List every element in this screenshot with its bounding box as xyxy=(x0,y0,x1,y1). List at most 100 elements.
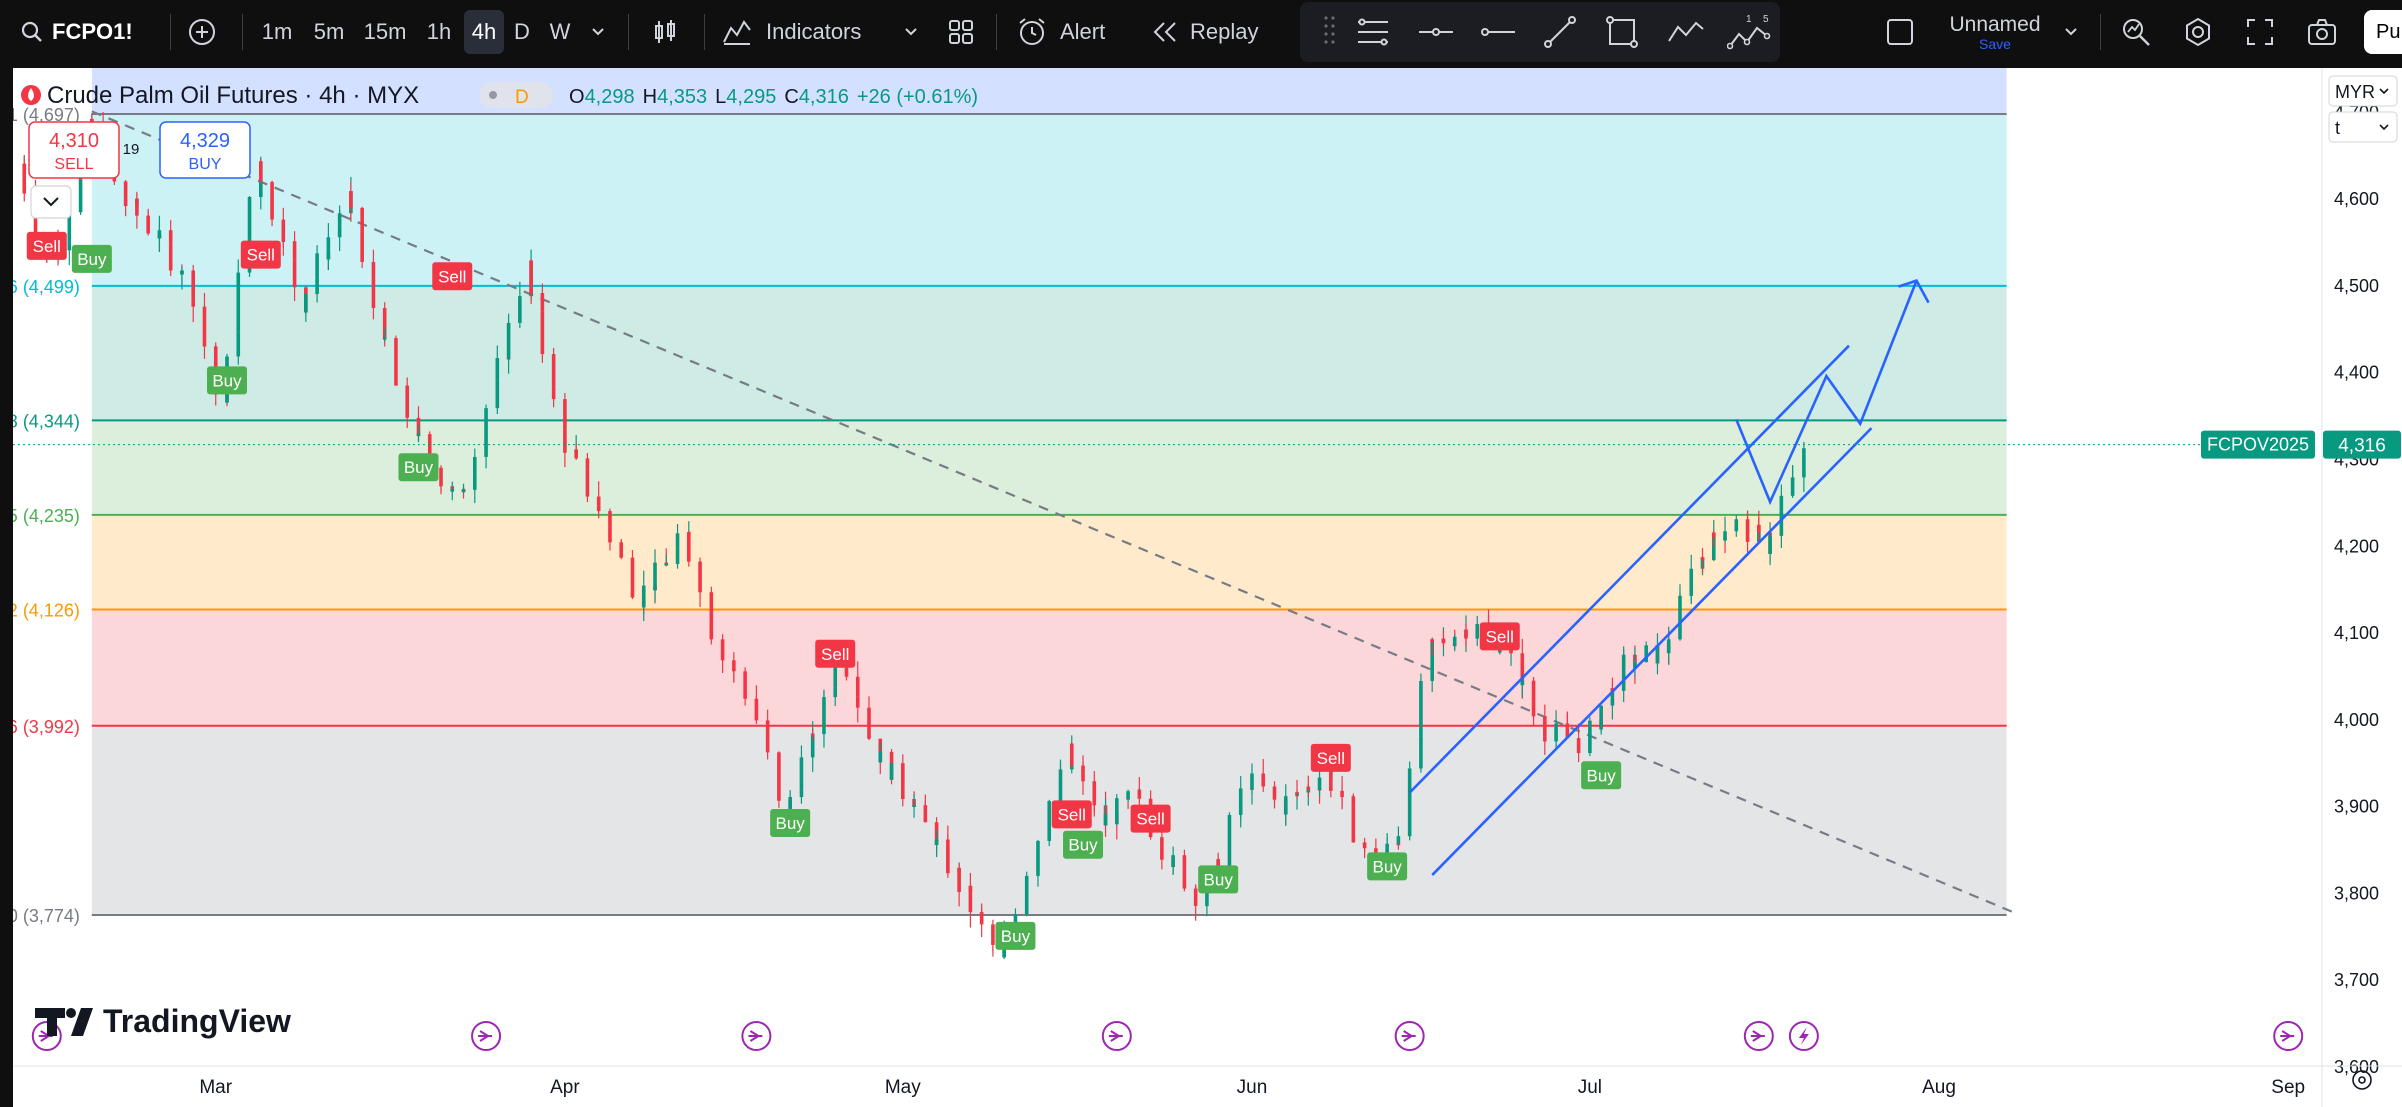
price-channel[interactable] xyxy=(1408,279,1930,876)
price-tick-label: 3,600 xyxy=(2334,1057,2379,1077)
candle xyxy=(551,378,556,408)
compare-symbol-button[interactable] xyxy=(180,10,224,54)
last-price-tag: FCPOV2025 4,316 xyxy=(13,430,2401,459)
candle xyxy=(946,833,950,878)
symbol-search-button[interactable]: FCPO1! xyxy=(12,10,142,54)
fib-zone-0 xyxy=(91,113,2007,286)
candle xyxy=(1227,812,1232,842)
rectangle-tool[interactable] xyxy=(1600,10,1644,54)
path-tool[interactable] xyxy=(1662,10,1710,54)
candle xyxy=(1464,623,1468,648)
event-marker-icon[interactable] xyxy=(1743,1021,1774,1051)
time-scale[interactable]: Mar Apr May Jun Jul Aug Sep xyxy=(13,1065,2402,1098)
fib-retracement-tool[interactable] xyxy=(1350,10,1396,54)
event-markers[interactable] xyxy=(31,1021,2304,1051)
legend-collapse-button[interactable] xyxy=(30,185,72,219)
indicators-dropdown[interactable] xyxy=(896,10,926,54)
chart-type-button[interactable] xyxy=(640,10,690,54)
candle xyxy=(1396,826,1401,847)
candle xyxy=(1295,779,1299,800)
candle xyxy=(1599,705,1603,735)
price-tick-label: 3,800 xyxy=(2334,883,2379,903)
layout-name-button[interactable]: Unnamed Save xyxy=(1930,10,2060,54)
fib-level-label-4: 382 (4,126) xyxy=(13,601,80,621)
signal-label: Buy xyxy=(1001,927,1031,946)
candle xyxy=(1441,630,1446,647)
price-tag-symbol-bg xyxy=(2201,430,2315,459)
candle xyxy=(878,741,883,763)
horizontal-ray-tool[interactable] xyxy=(1414,10,1458,54)
layout-checkbox[interactable] xyxy=(1880,10,1920,54)
fib-level-label-5: 236 (3,992) xyxy=(13,717,80,737)
h-value: 4,353 xyxy=(657,86,707,108)
event-marker-icon[interactable] xyxy=(1394,1021,1425,1051)
candle xyxy=(157,215,162,252)
save-label: Save xyxy=(1979,35,2011,52)
candle xyxy=(1452,633,1457,652)
timeframe-dropdown[interactable] xyxy=(582,10,614,54)
event-marker-icon[interactable] xyxy=(2273,1021,2304,1051)
alert-button[interactable]: Alert xyxy=(1016,10,1166,54)
screenshot-button[interactable] xyxy=(2300,10,2344,54)
timeframe-1h[interactable]: 1h xyxy=(426,19,452,44)
layout-dropdown[interactable] xyxy=(2056,10,2086,54)
fib-level-label-6: 0 (3,774) xyxy=(13,906,80,926)
replay-label: Replay xyxy=(1190,19,1259,44)
settings-button[interactable] xyxy=(2176,10,2220,54)
replay-button[interactable]: Replay xyxy=(1150,10,1280,54)
event-marker-icon[interactable] xyxy=(471,1021,502,1051)
segment-line-icon xyxy=(1481,28,1515,36)
candle xyxy=(168,239,173,277)
timeframe-1m[interactable]: 1m xyxy=(261,19,293,44)
candle xyxy=(450,481,455,501)
h-label: H xyxy=(643,86,657,108)
plus-circle-icon xyxy=(189,19,215,45)
price-tick-label: 4,100 xyxy=(2334,623,2379,643)
candle xyxy=(1250,763,1254,805)
candle xyxy=(518,281,522,324)
price-scale[interactable]: 4,7004,6004,5004,4004,3004,2004,1004,000… xyxy=(2321,68,2402,1107)
currency-selector[interactable]: MYR xyxy=(2328,75,2398,107)
price-chart[interactable]: 1 (4,697) 786 (4,499) 618 (4,344) 0.5 (4,23… xyxy=(13,68,2402,1107)
candle xyxy=(855,692,860,723)
signal-label: Sell xyxy=(1058,805,1086,824)
timeframe-w[interactable]: W xyxy=(549,19,571,44)
chart-area[interactable]: 1 (4,697) 786 (4,499) 618 (4,344) 0.5 (4,23… xyxy=(13,68,2402,1107)
candle xyxy=(236,259,241,335)
horizontal-segment-tool[interactable] xyxy=(1476,10,1520,54)
timeframe-d[interactable]: D xyxy=(514,19,530,44)
buy-signal-tag: Buy xyxy=(1063,830,1104,859)
publish-button[interactable]: Pu xyxy=(2364,10,2402,54)
trend-line-tool[interactable] xyxy=(1538,10,1582,54)
event-marker-icon[interactable] xyxy=(1101,1021,1132,1051)
candle xyxy=(563,423,567,468)
buy-signal-tag: Buy xyxy=(207,366,248,395)
channel-lower-line xyxy=(1431,427,1873,876)
fullscreen-button[interactable] xyxy=(2238,10,2282,54)
candle xyxy=(1193,885,1198,921)
time-settings-button[interactable] xyxy=(2352,1070,2372,1090)
event-marker-icon[interactable] xyxy=(741,1021,772,1051)
indicators-button[interactable]: Indicators xyxy=(722,10,912,54)
l-label: L xyxy=(715,86,726,108)
timeframe-4h[interactable]: 4h xyxy=(464,10,504,54)
price-tag-value: 4,316 xyxy=(2338,436,2386,457)
templates-button[interactable] xyxy=(940,10,982,54)
candle xyxy=(1779,508,1784,548)
timeframe-5m[interactable]: 5m xyxy=(313,19,345,44)
buy-button[interactable]: 4,329 BUY xyxy=(159,121,251,179)
candle xyxy=(1779,484,1784,514)
drag-handle[interactable] xyxy=(1316,10,1344,54)
candle xyxy=(1160,843,1164,870)
price-scale-bg xyxy=(2323,68,2402,1107)
unit-selector[interactable]: t xyxy=(2328,111,2398,143)
flash-event-icon[interactable] xyxy=(1788,1021,1819,1051)
fib-retracement[interactable]: 1 (4,697) 786 (4,499) 618 (4,344) 0.5 (4,23… xyxy=(13,68,2007,926)
quick-search-button[interactable] xyxy=(2114,10,2158,54)
sell-label: SELL xyxy=(54,156,93,173)
sell-signal-tag: Sell xyxy=(432,262,473,291)
trend-line[interactable] xyxy=(91,110,2019,916)
sell-button[interactable]: 4,310 SELL xyxy=(28,121,120,179)
timeframe-15m[interactable]: 15m xyxy=(363,19,407,44)
